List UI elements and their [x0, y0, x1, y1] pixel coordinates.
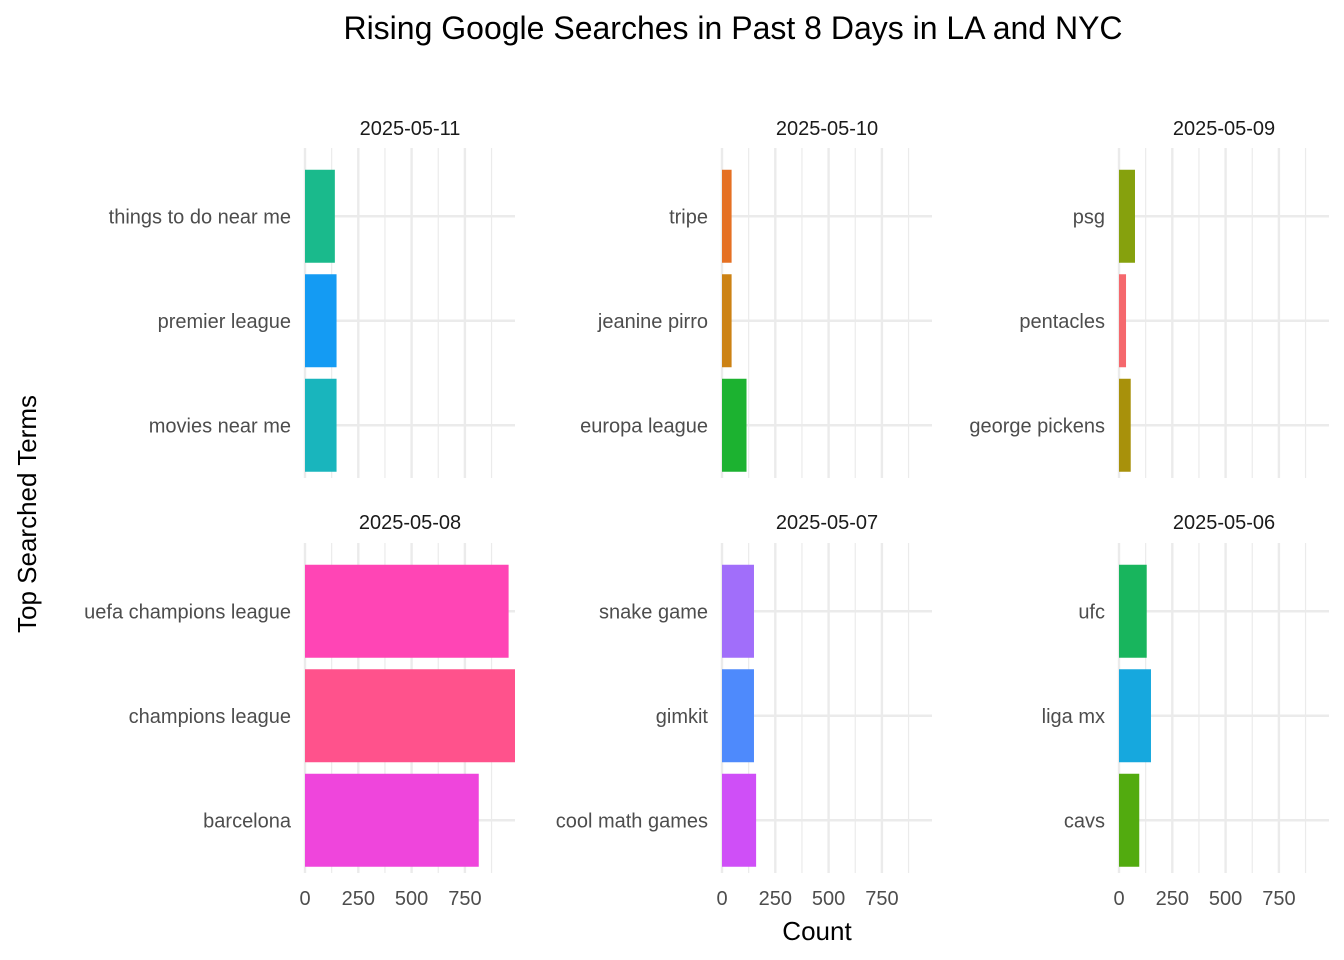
y-tick-label: barcelona — [203, 810, 292, 832]
facet-strip-label: 2025-05-07 — [776, 512, 878, 534]
y-tick-label: psg — [1073, 206, 1105, 228]
y-tick-label: premier league — [158, 311, 291, 333]
x-tick-label: 750 — [448, 888, 481, 910]
y-tick-label: jeanine pirro — [597, 311, 708, 333]
bar-pentacles — [1119, 274, 1127, 368]
y-tick-label: gimkit — [656, 706, 709, 728]
bar-cool-math-games — [722, 773, 757, 867]
bar-movies-near-me — [305, 378, 337, 472]
bar-champions-league — [305, 669, 515, 763]
y-tick-label: uefa champions league — [84, 601, 291, 623]
x-tick-label: 250 — [1156, 888, 1189, 910]
y-tick-label: cavs — [1064, 810, 1105, 832]
x-tick-label: 500 — [395, 888, 428, 910]
y-tick-label: things to do near me — [109, 206, 291, 228]
y-tick-label: europa league — [580, 415, 708, 437]
bar-liga-mx — [1119, 669, 1151, 763]
x-tick-label: 750 — [1262, 888, 1295, 910]
bar-jeanine-pirro — [722, 274, 732, 368]
x-tick-label: 500 — [1209, 888, 1242, 910]
bar-barcelona — [305, 773, 479, 867]
y-tick-label: snake game — [599, 601, 708, 623]
facet-panel-2025-05-07: 2025-05-07 snake game gimkit cool math game… — [556, 512, 932, 910]
x-tick-label: 500 — [812, 888, 845, 910]
facet-strip-label: 2025-05-11 — [360, 118, 461, 140]
facet-panel-2025-05-09: 2025-05-09 psg pentacles george pickens — [969, 118, 1329, 478]
x-tick-label: 750 — [865, 888, 898, 910]
chart-title: Rising Google Searches in Past 8 Days in… — [343, 10, 1122, 46]
bar-george-pickens — [1119, 378, 1131, 472]
facet-panel-2025-05-08: 2025-05-08 uefa champions league champions… — [84, 512, 515, 910]
x-tick-label: 0 — [299, 888, 310, 910]
facet-strip-label: 2025-05-08 — [359, 512, 461, 534]
facet-strip-label: 2025-05-06 — [1173, 512, 1275, 534]
bar-cavs — [1119, 773, 1140, 867]
x-tick-label: 250 — [759, 888, 792, 910]
facet-panels: 2025-05-11 things to do near me premier le… — [84, 118, 1329, 910]
y-tick-label: tripe — [669, 206, 708, 228]
x-axis-title: Count — [782, 916, 852, 946]
y-tick-label: ufc — [1078, 601, 1105, 623]
bar-things-to-do-near-me — [305, 169, 335, 263]
x-tick-label: 0 — [1113, 888, 1124, 910]
y-tick-label: liga mx — [1042, 706, 1105, 728]
facet-strip-label: 2025-05-09 — [1173, 118, 1275, 140]
bar-gimkit — [722, 669, 754, 763]
y-tick-label: movies near me — [149, 415, 291, 437]
facet-panel-2025-05-10: 2025-05-10 tripe jeanine pirro europa leagu… — [580, 118, 932, 478]
y-tick-label: pentacles — [1019, 311, 1105, 333]
facet-strip-label: 2025-05-10 — [776, 118, 878, 140]
y-tick-label: champions league — [129, 706, 291, 728]
bar-snake-game — [722, 564, 754, 658]
bar-uefa-champions-league — [305, 564, 509, 658]
bar-psg — [1119, 169, 1135, 263]
facet-panel-2025-05-11: 2025-05-11 things to do near me premier le… — [109, 118, 515, 478]
bar-ufc — [1119, 564, 1147, 658]
bar-premier-league — [305, 274, 337, 368]
bar-tripe — [722, 169, 732, 263]
facet-panel-2025-05-06: 2025-05-06 ufc liga mx cavs 0 250 500 750 — [1042, 512, 1329, 910]
x-tick-label: 250 — [342, 888, 375, 910]
bar-europa-league — [722, 378, 747, 472]
y-axis-title: Top Searched Terms — [12, 395, 42, 633]
y-tick-label: cool math games — [556, 810, 708, 832]
x-tick-label: 0 — [716, 888, 727, 910]
y-tick-label: george pickens — [969, 415, 1105, 437]
